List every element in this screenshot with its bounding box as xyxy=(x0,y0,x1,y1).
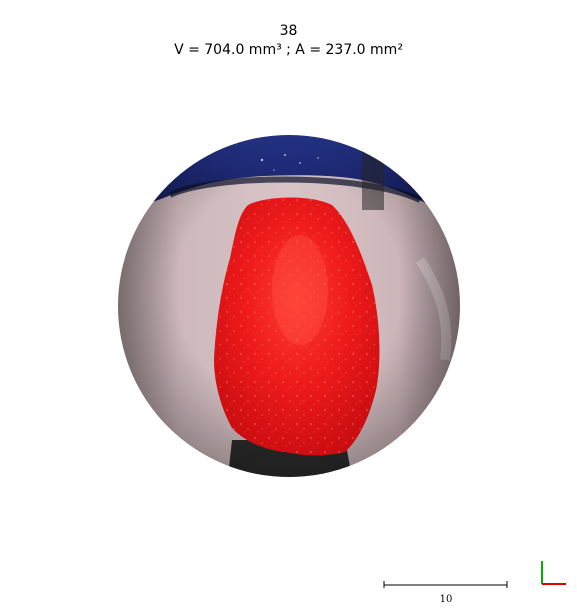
frame-number: 38 xyxy=(279,23,298,39)
measurement-header: 38 V = 704.0 mm³ ; A = 237.0 mm² xyxy=(0,22,577,60)
segmentation-texture xyxy=(214,197,380,456)
axis-triad-icon xyxy=(541,561,566,585)
scale-bar-label: 10 xyxy=(439,594,453,605)
volume-area-readout: V = 704.0 mm³ ; A = 237.0 mm² xyxy=(174,42,403,58)
